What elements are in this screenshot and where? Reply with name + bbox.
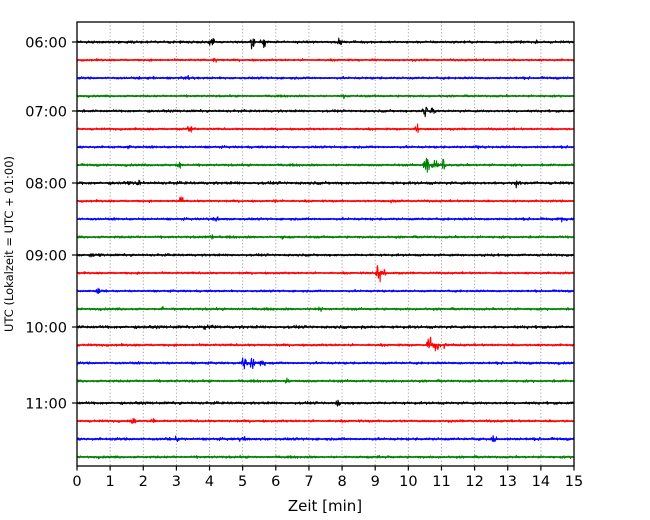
y-tick-label: 11:00 <box>25 397 67 413</box>
gridlines <box>109 22 542 466</box>
y-tick-label: 08:00 <box>25 177 67 193</box>
x-tick-label: 7 <box>304 474 313 490</box>
seismic-traces <box>77 37 574 460</box>
x-tick-label: 6 <box>271 474 280 490</box>
x-tick-label: 8 <box>337 474 346 490</box>
x-tick-label: 5 <box>238 474 247 490</box>
y-tick-label: 07:00 <box>25 105 67 121</box>
x-tick-label: 12 <box>465 474 483 490</box>
x-tick-label: 4 <box>205 474 214 490</box>
x-tick-label: 14 <box>532 474 550 490</box>
x-tick-label: 3 <box>172 474 181 490</box>
y-axis-ticks: 06:00 07:00 08:00 09:00 10:00 11:00 <box>25 36 77 413</box>
y-tick-label: 09:00 <box>25 249 67 265</box>
plot-background <box>77 22 574 466</box>
x-tick-label: 10 <box>399 474 417 490</box>
y-tick-label: 06:00 <box>25 36 67 52</box>
axes-frame <box>76 21 575 467</box>
x-tick-label: 0 <box>72 474 81 490</box>
y-tick-label: 10:00 <box>25 321 67 337</box>
x-tick-label: 11 <box>432 474 450 490</box>
x-tick-label: 13 <box>499 474 517 490</box>
x-axis-title: Zeit [min] <box>288 497 362 515</box>
x-tick-label: 15 <box>565 474 583 490</box>
x-axis-ticks: 0 1 2 3 4 5 6 7 8 9 10 11 12 13 14 15 <box>72 466 583 490</box>
x-tick-label: 1 <box>106 474 115 490</box>
x-tick-label: 2 <box>139 474 148 490</box>
x-tick-label: 9 <box>371 474 380 490</box>
y-axis-title: UTC (Lokalzeit = UTC + 01:00) <box>2 156 16 332</box>
